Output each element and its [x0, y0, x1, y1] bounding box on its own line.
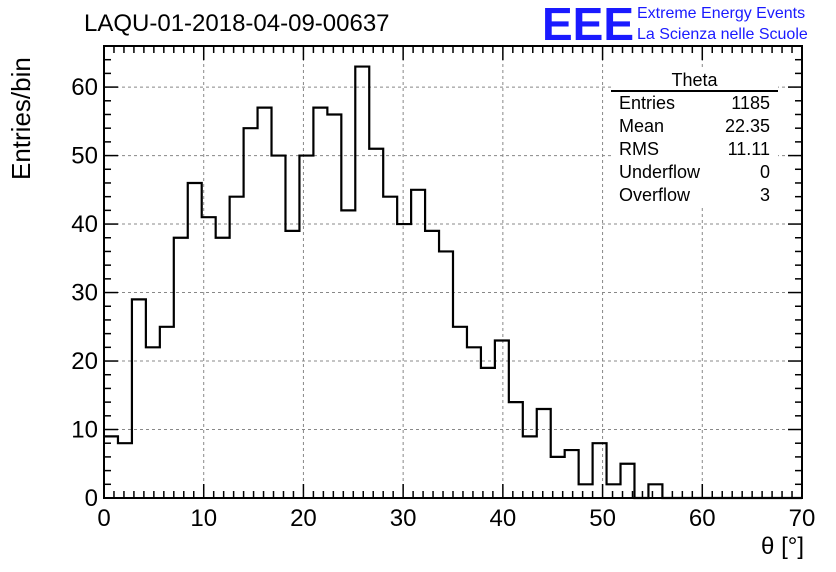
stats-label: Mean: [619, 116, 665, 136]
stats-box: Theta Entries 1185 Mean 22.35 RMS 11.11 …: [611, 70, 778, 207]
stats-value: 3: [759, 185, 770, 205]
y-tick-label: 50: [71, 143, 98, 170]
stats-value: 0: [759, 162, 770, 182]
logo-mark: EEE: [542, 0, 635, 50]
x-tick-label: 70: [789, 505, 816, 532]
stats-row-mean: Mean 22.35: [611, 115, 778, 138]
stats-row-overflow: Overflow 3: [611, 184, 778, 207]
histogram-series: [104, 65, 802, 500]
x-axis-label: θ [°]: [761, 533, 804, 560]
x-tick-label: 0: [97, 505, 110, 532]
y-tick-label: 60: [71, 74, 98, 101]
stats-row-underflow: Underflow 0: [611, 161, 778, 184]
x-tick-label: 10: [190, 505, 217, 532]
stats-label: Underflow: [619, 162, 701, 182]
x-tick-label: 20: [290, 505, 317, 532]
x-tick-label: 40: [490, 505, 517, 532]
logo-line-1: Extreme Energy Events: [637, 5, 806, 22]
x-tick-label: 60: [689, 505, 716, 532]
stats-label: RMS: [619, 139, 659, 159]
y-tick-label: 0: [85, 485, 98, 512]
stats-value: 11.11: [727, 139, 770, 159]
stats-label: Overflow: [619, 185, 691, 205]
axis-ticks: [103, 45, 803, 499]
y-tick-label: 40: [71, 211, 98, 238]
y-axis-label: Entries/bin: [6, 57, 36, 180]
stats-label: Entries: [619, 93, 676, 113]
y-tick-label: 10: [71, 417, 98, 444]
stats-box-title: Theta: [611, 70, 778, 92]
y-tick-label: 20: [71, 348, 98, 375]
stats-value: 22.35: [724, 116, 770, 136]
x-tick-label: 50: [589, 505, 616, 532]
histogram-title: LAQU-01-2018-04-09-00637: [84, 10, 390, 37]
stats-value: 1185: [731, 93, 770, 113]
logo-line-2: La Scienza nelle Scuole: [637, 26, 808, 43]
histogram-line: [104, 65, 802, 500]
y-tick-label: 30: [71, 280, 98, 307]
x-tick-label: 30: [390, 505, 417, 532]
stats-row-entries: Entries 1185: [611, 92, 778, 115]
stats-row-rms: RMS 11.11: [611, 138, 778, 161]
